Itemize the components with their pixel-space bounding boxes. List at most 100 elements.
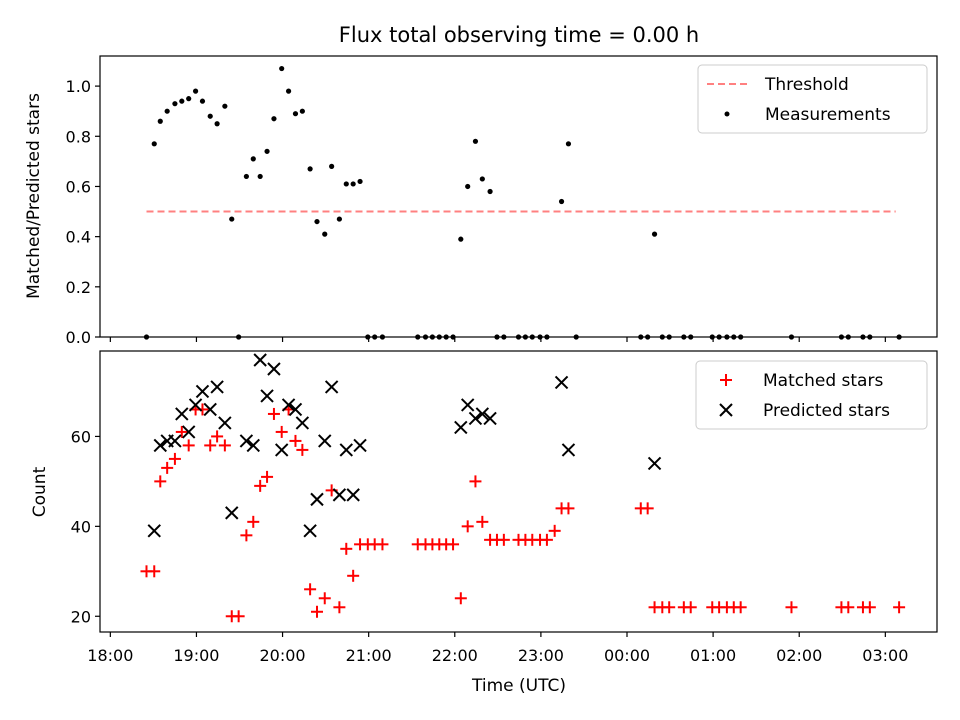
measurement-point	[299, 108, 305, 114]
predicted-stars-series	[147, 353, 662, 538]
measurement-point	[179, 98, 185, 104]
matched-star-point	[211, 430, 224, 443]
predicted-star-point	[147, 524, 161, 538]
matched-star-point	[497, 533, 510, 546]
matched-star-point	[275, 425, 288, 438]
matched-star-point	[893, 601, 906, 614]
chart-title: Flux total observing time = 0.00 h	[339, 23, 699, 47]
matched-star-point	[218, 439, 231, 452]
bottom-y-axis-label: Count	[30, 466, 50, 517]
measurement-point	[479, 176, 485, 182]
matched-star-point	[168, 452, 181, 465]
matched-star-point	[175, 425, 188, 438]
y-tick-label: 0.6	[66, 177, 91, 196]
legend-measurements-label: Measurements	[765, 105, 891, 125]
measurement-point	[250, 156, 256, 162]
top-x-axis-ticks	[109, 337, 886, 342]
x-tick-label: 20:00	[260, 646, 306, 665]
matched-star-point	[148, 565, 161, 578]
predicted-star-point	[332, 488, 347, 502]
matched-star-point	[254, 479, 267, 492]
legend-matched-swatch	[720, 374, 732, 386]
matched-star-point	[161, 461, 174, 474]
bottom-x-axis: 18:00 19:00 20:00 21:00 22:00 23:00 00:00 01:00…	[87, 632, 908, 665]
x-tick-label: 22:00	[432, 646, 478, 665]
matched-star-point	[863, 601, 876, 614]
matched-star-point	[261, 470, 274, 483]
measurement-point	[558, 198, 565, 205]
measurement-point	[243, 173, 249, 180]
predicted-star-point	[218, 416, 232, 430]
matched-star-point	[333, 601, 346, 614]
matched-star-point	[240, 529, 253, 542]
matched-star-point	[296, 443, 309, 456]
x-tick-label: 18:00	[87, 646, 133, 665]
x-tick-label: 01:00	[690, 646, 736, 665]
measurement-point	[172, 101, 178, 107]
measurement-point	[487, 188, 493, 195]
measurement-point	[192, 88, 199, 94]
measurement-point	[357, 178, 363, 185]
predicted-star-point	[295, 416, 310, 430]
bottom-y-axis: 20 40 60	[71, 427, 100, 626]
predicted-star-point	[281, 398, 296, 412]
matched-star-point	[663, 601, 676, 614]
legend-measurements-swatch	[724, 111, 730, 117]
matched-star-point	[376, 538, 389, 551]
predicted-star-point	[346, 488, 360, 502]
predicted-star-point	[203, 402, 217, 417]
predicted-star-point	[483, 411, 497, 426]
predicted-star-point	[274, 443, 289, 457]
measurement-point	[565, 141, 572, 147]
x-tick-label: 21:00	[346, 646, 392, 665]
measurement-point	[314, 218, 320, 225]
matched-star-point	[196, 403, 209, 416]
predicted-star-point	[318, 434, 332, 448]
matched-star-point	[204, 439, 217, 452]
y-tick-label: 0.2	[66, 278, 91, 297]
measurement-point	[257, 173, 263, 180]
matched-star-point	[318, 592, 331, 605]
measurement-point	[229, 216, 235, 222]
measurement-point	[651, 231, 658, 237]
x-axis-label: Time (UTC)	[471, 676, 566, 696]
bottom-panel-frame	[99, 350, 938, 633]
matched-star-point	[267, 407, 280, 420]
x-tick-label: 02:00	[776, 646, 822, 665]
matched-star-point	[562, 502, 575, 515]
measurement-point	[465, 183, 471, 190]
measurements-series	[143, 65, 902, 340]
predicted-star-point	[195, 384, 210, 399]
top-panel-frame	[99, 55, 938, 338]
predicted-star-point	[181, 425, 196, 439]
predicted-star-point	[239, 434, 254, 448]
matched-star-point	[684, 601, 697, 614]
predicted-star-point	[303, 524, 317, 538]
bottom-legend: Matched stars Predicted stars	[695, 360, 928, 430]
matched-star-point	[785, 601, 798, 614]
matched-star-point	[289, 434, 302, 447]
measurement-point	[222, 103, 228, 109]
predicted-star-point	[153, 438, 167, 453]
measurement-point	[279, 65, 285, 72]
matched-star-point	[154, 475, 167, 488]
x-tick-label: 03:00	[862, 646, 908, 665]
measurement-point	[199, 98, 206, 104]
measurement-point	[207, 113, 213, 119]
x-tick-label: 23:00	[518, 646, 564, 665]
predicted-star-point	[468, 411, 483, 426]
bottom-legend-box	[695, 360, 928, 430]
measurement-point	[307, 166, 313, 172]
measurement-point	[458, 236, 464, 242]
measurement-point	[271, 116, 277, 122]
y-tick-label: 0.4	[66, 228, 91, 247]
predicted-star-point	[647, 456, 662, 471]
x-tick-label: 19:00	[173, 646, 219, 665]
matched-star-point	[461, 520, 474, 533]
legend-predicted-swatch	[719, 403, 733, 417]
y-tick-label: 1.0	[66, 77, 91, 96]
predicted-star-point	[310, 492, 324, 507]
matched-star-point	[548, 524, 561, 537]
matched-star-point	[304, 583, 317, 596]
